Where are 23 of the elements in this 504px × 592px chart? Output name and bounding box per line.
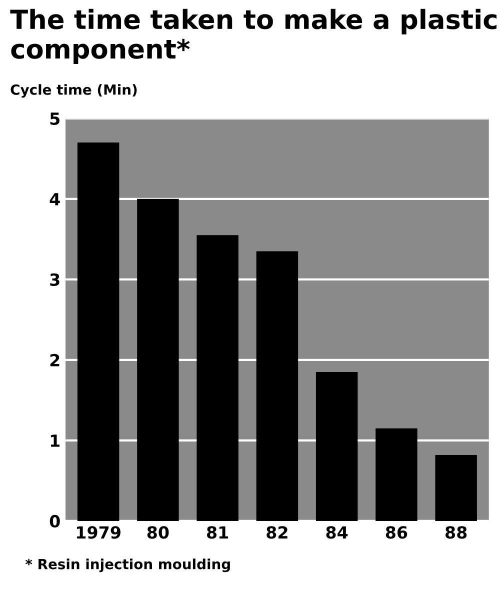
bar — [435, 454, 477, 521]
y-axis-title: Cycle time (Min) — [10, 84, 137, 98]
y-tick-label: 3 — [50, 273, 60, 286]
x-tick-label: 86 — [386, 526, 408, 539]
y-tick-label: 4 — [50, 193, 60, 206]
bar — [77, 142, 120, 521]
bar — [137, 198, 179, 521]
y-tick-label: 5 — [50, 112, 60, 125]
bar — [376, 428, 418, 521]
chart-title: The time taken to make a plastic component* — [10, 8, 497, 64]
bar — [316, 372, 358, 521]
x-tick-label: 1979 — [77, 526, 120, 539]
x-tick-label: 81 — [206, 526, 228, 539]
x-tick-label: 80 — [147, 526, 169, 539]
text: * Resin injection moulding — [25, 558, 230, 572]
x-tick-label: 82 — [266, 526, 288, 539]
y-tick-label: 0 — [50, 514, 60, 528]
bar — [256, 251, 298, 521]
x-tick-label: 84 — [326, 526, 348, 539]
x-tick-label: 88 — [446, 526, 467, 539]
y-tick-label: 1 — [50, 434, 60, 447]
bar — [196, 235, 238, 521]
y-tick-label: 2 — [50, 354, 60, 366]
